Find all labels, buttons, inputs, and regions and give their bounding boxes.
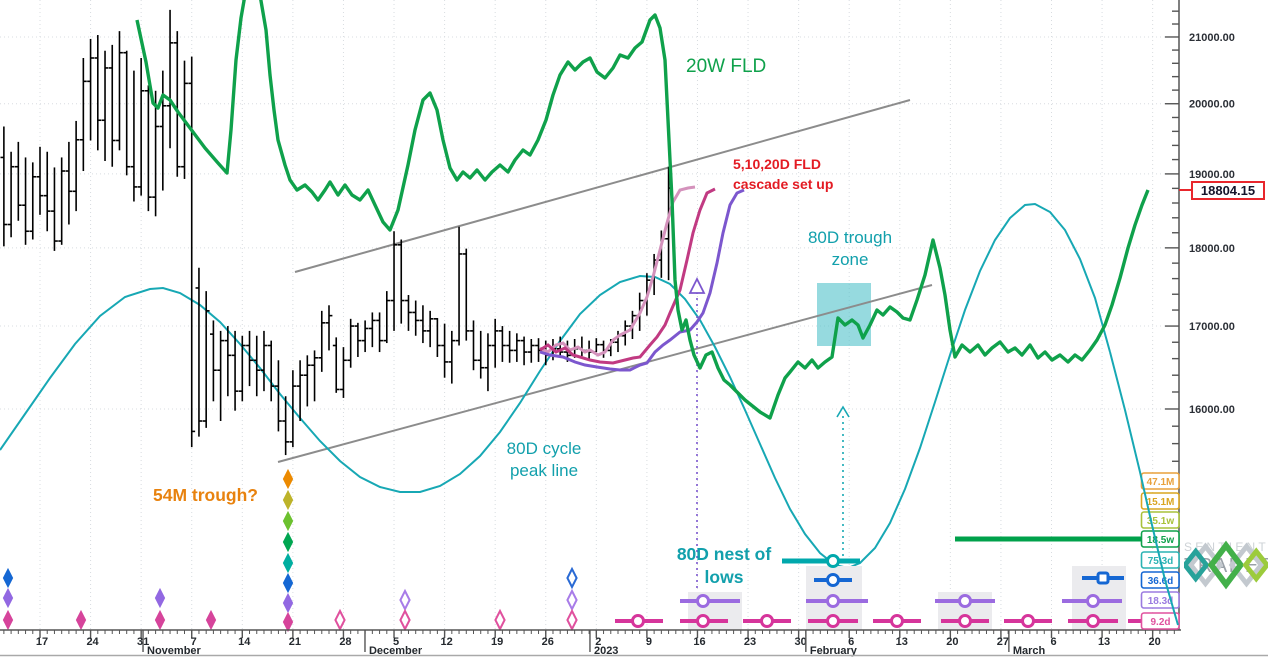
- label-20w-fld: 20W FLD: [686, 55, 766, 79]
- label-80d-peak-line-line2: peak line: [509, 461, 579, 481]
- label-fld-cascade-line2: cascade set up: [733, 176, 834, 193]
- fld-10d-line: [539, 187, 716, 365]
- svg-text:36.6d: 36.6d: [1148, 576, 1174, 587]
- svg-text:47.1M: 47.1M: [1147, 477, 1175, 488]
- label-54m-trough: 54M trough?: [153, 484, 258, 506]
- label-80d-peak-line-line1: 80D cycle: [506, 439, 582, 458]
- cycle-sine-80d-tail: [1109, 351, 1179, 626]
- svg-text:2: 2: [595, 636, 601, 648]
- cycle-trough-tracks: [615, 536, 1146, 628]
- svg-text:November: November: [147, 645, 202, 657]
- svg-text:13: 13: [1098, 636, 1110, 648]
- svg-text:20: 20: [946, 636, 958, 648]
- label-80d-trough-zone-line1: 80D trough: [807, 228, 893, 247]
- svg-text:20: 20: [1149, 636, 1161, 648]
- last-price-badge: 18804.15: [1191, 181, 1265, 200]
- svg-text:27: 27: [997, 636, 1009, 648]
- fld-20d-line: [539, 188, 745, 372]
- svg-text:13: 13: [896, 636, 908, 648]
- label-fld-cascade: 5,10,20D FLD cascade set up: [733, 154, 833, 195]
- svg-text:18.5w: 18.5w: [1147, 535, 1174, 546]
- svg-text:28: 28: [339, 636, 351, 648]
- fld-20w-line: [135, 0, 1150, 420]
- price-axis: 21000.00 20000.00 19000.00 18000.00 17000.00…: [1165, 10, 1235, 480]
- svg-text:21: 21: [289, 636, 301, 648]
- svg-text:December: December: [369, 645, 423, 657]
- svg-text:23: 23: [744, 636, 756, 648]
- fld-5d-line: [539, 185, 696, 357]
- label-80d-peak-line: 80D cycle peak line: [494, 438, 594, 483]
- ohlc-bars: [0, 9, 672, 456]
- svg-text:30: 30: [795, 636, 807, 648]
- svg-text:16: 16: [693, 636, 705, 648]
- date-axis: 1724317142128512192629162330613202761320…: [3, 630, 1175, 657]
- svg-text:March: March: [1013, 645, 1046, 657]
- svg-text:21000.00: 21000.00: [1189, 32, 1235, 44]
- svg-text:26: 26: [542, 636, 554, 648]
- label-54m-trough-text: 54M trough?: [153, 485, 258, 505]
- svg-text:6: 6: [1050, 636, 1056, 648]
- svg-text:12: 12: [440, 636, 452, 648]
- svg-text:14: 14: [238, 636, 251, 648]
- fld-cascade-lines: [539, 185, 745, 372]
- svg-text:5: 5: [393, 636, 399, 648]
- label-fld-cascade-line1: 5,10,20D FLD: [733, 156, 821, 172]
- svg-text:17000.00: 17000.00: [1189, 321, 1235, 333]
- svg-text:6: 6: [848, 636, 854, 648]
- svg-text:19: 19: [491, 636, 503, 648]
- label-80d-trough-zone-line2: zone: [831, 250, 869, 270]
- svg-text:17: 17: [36, 636, 48, 648]
- svg-text:24: 24: [86, 636, 99, 648]
- teal-trough-arrow: [836, 405, 850, 556]
- label-80d-nest-line2: lows: [704, 567, 744, 588]
- svg-text:February: February: [810, 645, 858, 657]
- svg-text:20000.00: 20000.00: [1189, 99, 1235, 111]
- svg-text:2023: 2023: [594, 645, 618, 657]
- sentient-trader-logo: SENTIENT TRADER: [1184, 540, 1268, 590]
- svg-text:16000.00: 16000.00: [1189, 404, 1235, 416]
- trough-diamonds: [2, 468, 578, 633]
- channel-lines: [277, 99, 933, 463]
- svg-text:9.2d: 9.2d: [1150, 617, 1170, 628]
- purple-cross-marker: [688, 276, 706, 628]
- label-80d-nest-line1: 80D nest of: [676, 544, 772, 564]
- svg-text:9: 9: [646, 636, 652, 648]
- svg-text:15.1M: 15.1M: [1147, 497, 1175, 508]
- svg-text:19000.00: 19000.00: [1189, 169, 1235, 181]
- label-80d-nest-of-lows: 80D nest of lows: [666, 543, 782, 589]
- svg-text:18000.00: 18000.00: [1189, 243, 1235, 255]
- label-20w-fld-text: 20W FLD: [686, 56, 767, 77]
- label-80d-trough-zone: 80D trough zone: [796, 227, 904, 272]
- svg-text:35.1w: 35.1w: [1147, 516, 1174, 527]
- svg-text:7: 7: [191, 636, 197, 648]
- svg-text:18.3d: 18.3d: [1148, 596, 1174, 607]
- logo-diamonds-icon: [1184, 540, 1268, 590]
